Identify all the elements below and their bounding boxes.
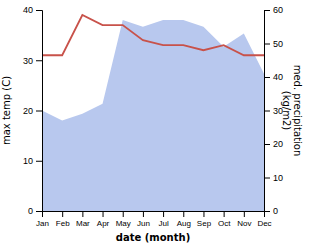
- tick-mark: [224, 211, 225, 217]
- tick-label: Dec: [257, 219, 271, 228]
- tick-label: 0: [28, 206, 33, 216]
- tick-label: 50: [273, 39, 283, 49]
- tick-mark: [264, 178, 270, 179]
- tick-mark: [264, 111, 270, 112]
- tick: 0: [28, 206, 42, 216]
- tick: 10: [23, 156, 42, 166]
- tick: 0: [264, 206, 278, 216]
- tick: 60: [264, 5, 283, 15]
- x-axis: Jan Feb Mar Apr May Jun Jul Aug Sep Oct Nov Dec: [36, 211, 272, 228]
- tick-mark: [244, 211, 245, 217]
- tick-mark: [36, 10, 42, 11]
- tick: Apr: [97, 211, 110, 228]
- tick: Dec: [257, 211, 271, 228]
- tick: Jul: [158, 211, 168, 228]
- plot: JanFebMarAprMayJunJulAugSepOctNovDec0102…: [1, 5, 303, 243]
- tick-label: 40: [273, 72, 283, 82]
- axis-line: [265, 11, 271, 212]
- line: [42, 15, 264, 55]
- tick-mark: [203, 211, 204, 217]
- tick-label: 20: [273, 139, 283, 149]
- tick-mark: [163, 211, 164, 217]
- tick: May: [116, 211, 131, 228]
- tick-mark: [36, 161, 42, 162]
- tick-label: 30: [23, 56, 33, 66]
- tick-mark: [183, 211, 184, 217]
- tick-mark: [264, 144, 270, 145]
- tick-label: 20: [23, 106, 33, 116]
- marks: [42, 15, 264, 211]
- tick-label: Mar: [76, 219, 90, 228]
- tick-label: Jul: [158, 219, 168, 228]
- tick: Mar: [76, 211, 90, 228]
- tick: 40: [264, 72, 283, 82]
- tick-mark: [36, 60, 42, 61]
- title-line: med. precipitation: [292, 65, 303, 157]
- y2-axis: 0 10 20 30 40 50 60: [264, 5, 283, 216]
- tick: 50: [264, 39, 283, 49]
- tick: Nov: [237, 211, 251, 228]
- tick: Jun: [137, 211, 150, 228]
- tick: 30: [264, 106, 283, 116]
- tick-mark: [264, 211, 270, 212]
- tick-label: Jan: [36, 219, 49, 228]
- tick-mark: [36, 111, 42, 112]
- tick: 30: [23, 56, 42, 66]
- axis-line: [43, 212, 265, 218]
- tick-mark: [264, 77, 270, 78]
- y-axis-title: max temp (C): [1, 76, 12, 145]
- tick-mark: [264, 44, 270, 45]
- tick-mark: [82, 211, 83, 217]
- tick: 40: [23, 5, 42, 15]
- tick-mark: [103, 211, 104, 217]
- tick: Jan: [36, 211, 49, 228]
- tick-label: 60: [273, 5, 283, 15]
- tick-label: 40: [23, 5, 33, 15]
- tick-mark: [36, 211, 42, 212]
- tick: 20: [23, 106, 42, 116]
- title-line: (kg/m2): [281, 91, 292, 131]
- tick: 10: [264, 173, 283, 183]
- tick: Aug: [177, 211, 191, 228]
- y2-axis-title: med. precipitation(kg/m2): [281, 65, 304, 157]
- tick: 20: [264, 139, 283, 149]
- tick: Feb: [56, 211, 70, 228]
- tick-label: Sep: [197, 219, 212, 228]
- tick-label: May: [116, 219, 131, 228]
- y-axis: 0 10 20 30 40: [23, 5, 43, 216]
- tick-mark: [264, 10, 270, 11]
- tick-label: 0: [273, 206, 278, 216]
- tick-mark: [143, 211, 144, 217]
- tick-label: 10: [23, 156, 33, 166]
- tick-label: Aug: [177, 219, 191, 228]
- axis-line: [36, 11, 43, 212]
- tick-label: Apr: [97, 219, 110, 228]
- tick: Sep: [197, 211, 212, 228]
- x-axis-title: date (month): [116, 232, 190, 243]
- tick-label: Nov: [237, 219, 251, 228]
- tick-label: Feb: [56, 219, 70, 228]
- tick-label: 10: [273, 173, 283, 183]
- tick-label: Jun: [137, 219, 150, 228]
- tick-mark: [62, 211, 63, 217]
- tick-mark: [123, 211, 124, 217]
- tick: Oct: [218, 211, 231, 228]
- chart: JanFebMarAprMayJunJulAugSepOctNovDec0102…: [0, 0, 318, 247]
- tick-label: Oct: [218, 219, 231, 228]
